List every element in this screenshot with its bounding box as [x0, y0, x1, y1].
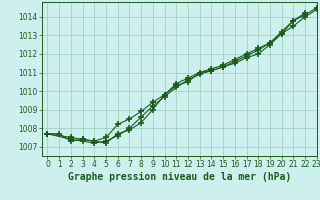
X-axis label: Graphe pression niveau de la mer (hPa): Graphe pression niveau de la mer (hPa) — [68, 172, 291, 182]
